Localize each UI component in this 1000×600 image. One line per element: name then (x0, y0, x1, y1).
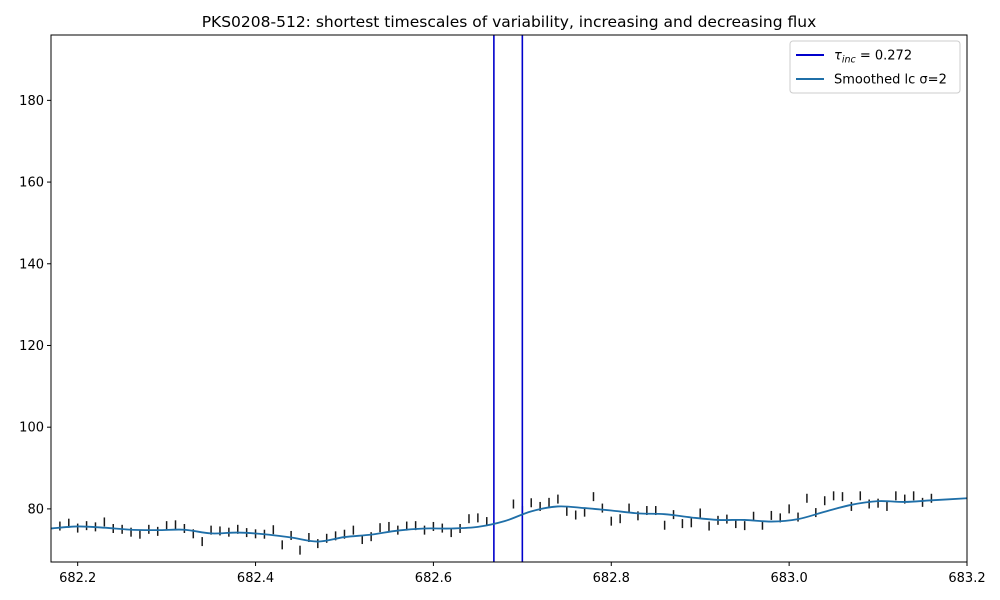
y-tick-label: 140 (19, 257, 44, 272)
legend-label: Smoothed lc σ=2 (834, 73, 947, 88)
legend: τinc = 0.272 Smoothed lc σ=2 (789, 40, 961, 94)
legend-box (789, 40, 961, 94)
y-tick-label: 100 (19, 421, 44, 436)
x-tick-label: 682.6 (415, 571, 452, 586)
x-tick-label: 683.2 (948, 571, 985, 586)
axes-frame (50, 34, 968, 563)
y-tick-label: 180 (19, 94, 44, 109)
x-tick-label: 682.4 (237, 571, 274, 586)
y-tick-label: 160 (19, 176, 44, 191)
axes: 682.2 682.4 682.6 682.8 683.0 683.2 80 100 120 14… (19, 34, 986, 586)
plot-area (51, 35, 967, 562)
x-tick-label: 682.8 (593, 571, 630, 586)
chart-title: PKS0208-512: shortest timescales of vari… (202, 13, 817, 31)
x-tick-label: 683.0 (771, 571, 808, 586)
legend-label: τinc = 0.272 (834, 49, 912, 66)
smoothed-lc-line (51, 497, 967, 543)
x-tick-label: 682.2 (59, 571, 96, 586)
y-tick-label: 80 (27, 502, 44, 517)
y-tick-label: 120 (19, 339, 44, 354)
